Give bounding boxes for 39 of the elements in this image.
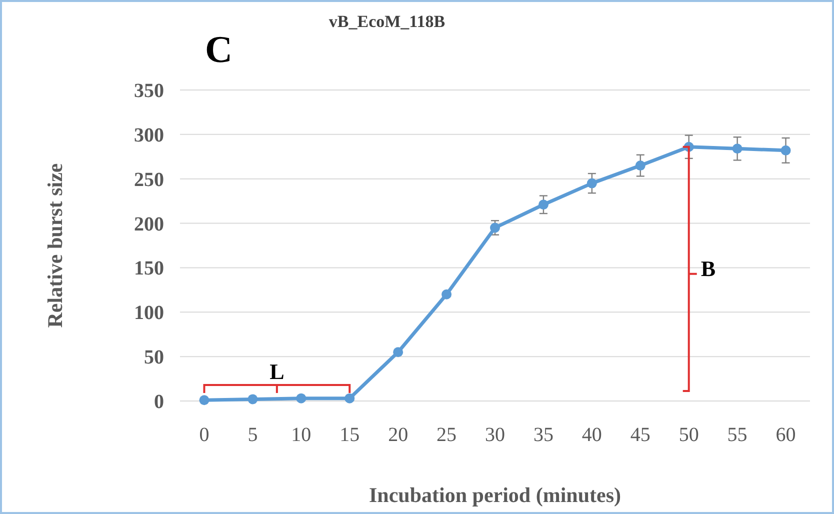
point — [538, 200, 548, 210]
y-tick-label: 250 — [134, 168, 164, 191]
point — [732, 144, 742, 154]
point — [393, 347, 404, 358]
annotation: B — [700, 256, 716, 281]
y-tick-label: 200 — [134, 213, 164, 236]
x-tick-label: 40 — [582, 424, 602, 446]
x-tick-label: 50 — [678, 424, 699, 446]
point — [344, 393, 355, 404]
y-tick-label: 100 — [134, 302, 164, 324]
chart-title: vB_EcoM_118B — [328, 12, 446, 31]
y-tick-label: 50 — [144, 346, 164, 369]
point — [248, 394, 258, 404]
y-tick-label: 300 — [134, 124, 164, 146]
x-tick-label: 20 — [388, 424, 408, 446]
x-tick-label: 25 — [436, 424, 457, 446]
point — [490, 222, 500, 233]
x-tick-label: 30 — [485, 424, 505, 446]
y-tick-label: 350 — [134, 80, 164, 102]
x-tick-label: 0 — [199, 424, 210, 446]
x-tick-label: 60 — [776, 424, 796, 446]
text: C — [205, 29, 232, 71]
point — [635, 160, 646, 171]
point — [199, 395, 210, 406]
x-axis-title: Incubation period (minutes) — [368, 483, 622, 507]
point — [296, 393, 306, 404]
x-tick-label: 55 — [727, 424, 748, 446]
x-tick-label: 15 — [340, 424, 360, 446]
x-tick-label: 5 — [248, 424, 258, 446]
annotation: L — [270, 359, 284, 384]
y-tick-label: 150 — [134, 258, 164, 280]
point — [586, 178, 597, 188]
x-tick-label: 45 — [630, 424, 650, 446]
y-axis-title: Relative burst size — [43, 163, 67, 328]
point — [442, 289, 452, 300]
x-tick-label: 10 — [291, 424, 312, 446]
point — [780, 145, 791, 156]
y-tick-label: 0 — [154, 391, 164, 413]
x-tick-label: 35 — [533, 424, 554, 446]
